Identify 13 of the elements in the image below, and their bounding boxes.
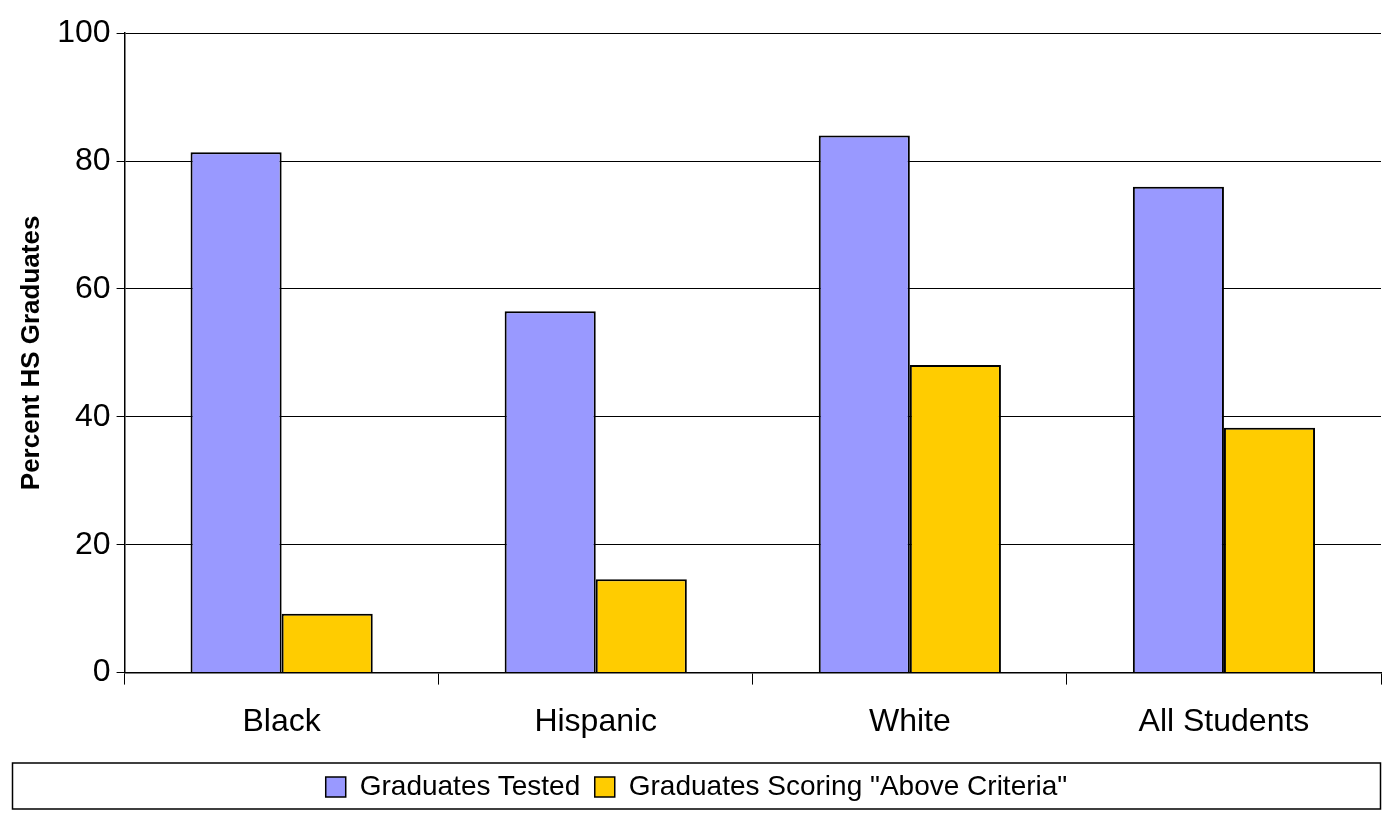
x-tick-label: White (868, 701, 951, 738)
y-tick-label: 40 (75, 396, 111, 433)
y-tick-label: 0 (92, 652, 111, 689)
y-tick-label: 100 (57, 13, 111, 50)
x-tick-label: Hispanic (534, 701, 658, 738)
x-tick-label: Black (242, 701, 322, 738)
y-tick-label: 80 (75, 140, 111, 177)
legend-label: Graduates Scoring "Above Criteria" (628, 769, 1068, 801)
y-axis-title: Percent HS Graduates (14, 215, 45, 491)
y-tick-label: 60 (75, 268, 111, 305)
y-tick-label: 20 (75, 524, 111, 561)
x-tick-label: All Students (1138, 701, 1310, 738)
legend-label: Graduates Tested (359, 769, 581, 801)
